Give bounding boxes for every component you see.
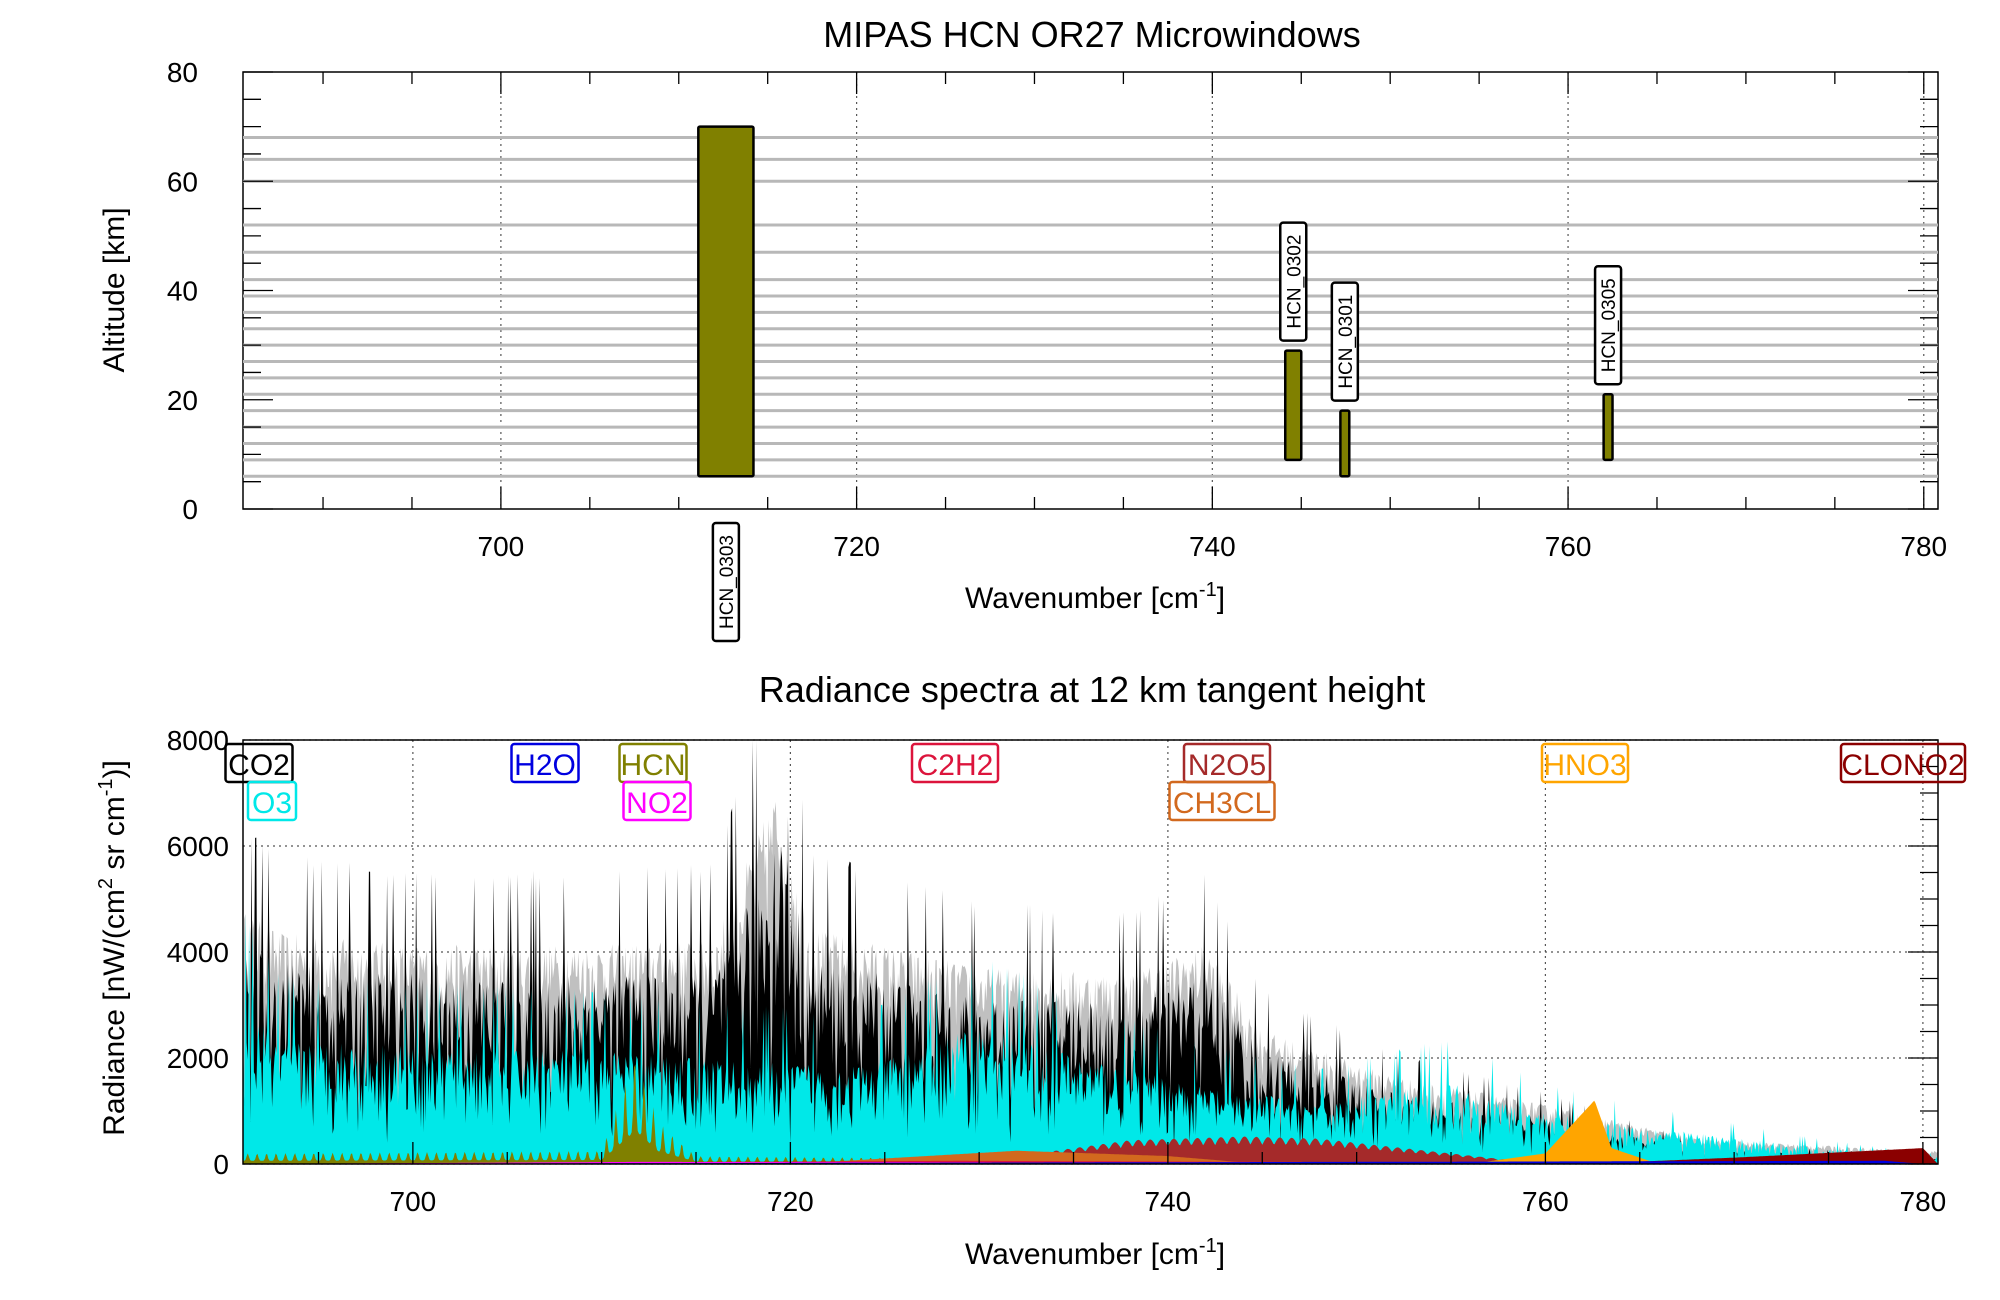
top-y-tick-label-60: 60 bbox=[167, 166, 198, 197]
legend-box-O3 bbox=[246, 780, 298, 822]
bottom-x-ticks: 700 720 740 760 780 bbox=[317, 1142, 1947, 1217]
top-y-tick-label-80: 80 bbox=[167, 57, 198, 88]
bottom-x-tick-label-700: 700 bbox=[390, 1186, 437, 1217]
legend-label-CH3CL: CH3CL bbox=[1173, 787, 1271, 820]
microwindow-label-text: HCN_0303 bbox=[717, 535, 738, 629]
bottom-y-tick-label-8000: 8000 bbox=[167, 725, 229, 756]
bottom-y-tick-label-6000: 6000 bbox=[167, 831, 229, 862]
top-gridlines bbox=[500, 72, 1925, 509]
microwindow-bar-HCN_0303 bbox=[697, 125, 755, 478]
altitude-levels bbox=[243, 136, 1938, 478]
microwindow-label-HCN_0305: HCN_0305 bbox=[1593, 265, 1623, 386]
legend-item-N2O5: N2O5 bbox=[1182, 742, 1272, 784]
microwindow-bar-HCN_0301 bbox=[1339, 409, 1351, 478]
top-x-tick-label-780: 780 bbox=[1900, 531, 1947, 562]
legend-label-CO2: CO2 bbox=[228, 749, 290, 782]
bottom-x-tick-label-720: 720 bbox=[767, 1186, 814, 1217]
series-area-CH3CL bbox=[243, 1150, 1938, 1164]
ylabel-part-3: sr cm bbox=[98, 796, 131, 878]
legend-label-O3: O3 bbox=[252, 787, 292, 820]
legend-box-C2H2 bbox=[910, 742, 1000, 784]
legend-item-H2O: H2O bbox=[510, 742, 580, 784]
legend-box-HNO3 bbox=[1540, 742, 1630, 784]
legend-item-CLONO2: CLONO2 bbox=[1839, 742, 1967, 784]
legend-box-CH3CL bbox=[1168, 780, 1276, 822]
radiance-series bbox=[243, 740, 1938, 1164]
top-xlabel-end: ] bbox=[1217, 582, 1225, 615]
top-y-axis-label: Altitude [km] bbox=[98, 207, 131, 372]
bottom-x-tick-label-740: 740 bbox=[1145, 1186, 1192, 1217]
ylabel-part-1: Radiance [nW/(cm bbox=[98, 889, 131, 1136]
series-area-N2O5 bbox=[243, 1136, 1938, 1164]
legend-label-HCN: HCN bbox=[621, 749, 686, 782]
legend-label-NO2: NO2 bbox=[626, 787, 688, 820]
top-y-tick-label-20: 20 bbox=[167, 385, 198, 416]
microwindow-label-HCN_0302: HCN_0302 bbox=[1279, 221, 1308, 342]
top-chart-title: MIPAS HCN OR27 Microwindows bbox=[823, 14, 1360, 55]
top-y-tick-label-40: 40 bbox=[167, 276, 198, 307]
legend-item-C2H2: C2H2 bbox=[910, 742, 1000, 784]
legend-label-C2H2: C2H2 bbox=[917, 749, 994, 782]
top-x-tick-label-720: 720 bbox=[833, 531, 880, 562]
legend-item-CO2: CO2 bbox=[224, 742, 294, 784]
ylabel-part-4: -1 bbox=[95, 779, 117, 797]
bottom-xlabel-text: Wavenumber [cm bbox=[965, 1238, 1199, 1271]
top-x-axis-label: Wavenumber [cm-1] bbox=[965, 579, 1225, 615]
microwindow-bar-HCN_0305 bbox=[1602, 393, 1614, 462]
legend-item-CH3CL: CH3CL bbox=[1168, 780, 1276, 822]
legend-box-NO2 bbox=[622, 780, 692, 822]
legend-label-HNO3: HNO3 bbox=[1543, 749, 1626, 782]
legend-box-CLONO2 bbox=[1839, 742, 1967, 784]
bottom-y-axis-label: Radiance [nW/(cm2 sr cm-1)] bbox=[95, 760, 131, 1136]
microwindow-label-HCN_0303: HCN_0303 bbox=[711, 521, 741, 643]
species-legend: CO2 O3 H2O HCN NO2 C2H2 N2O5 CH3CL HNO3 CLONO2 bbox=[224, 742, 1967, 822]
bottom-y-tick-label-2000: 2000 bbox=[167, 1043, 229, 1074]
microwindow-label-box bbox=[1279, 221, 1308, 342]
series-area-H2O bbox=[243, 1160, 1938, 1164]
bottom-y-tick-label-4000: 4000 bbox=[167, 937, 229, 968]
top-x-ticks: 700 720 740 760 780 bbox=[322, 72, 1947, 562]
microwindow-label-text: HCN_0305 bbox=[1599, 278, 1620, 372]
legend-box-H2O bbox=[510, 742, 580, 784]
microwindow-label-box bbox=[711, 521, 741, 643]
legend-item-NO2: NO2 bbox=[622, 780, 692, 822]
top-x-tick-label-760: 760 bbox=[1545, 531, 1592, 562]
series-area-O3 bbox=[243, 914, 1938, 1164]
bottom-y-tick-label-0: 0 bbox=[213, 1149, 229, 1180]
top-y-ticks: 0 20 40 60 80 bbox=[167, 57, 1938, 525]
legend-item-HCN: HCN bbox=[618, 742, 688, 784]
microwindow-bar-HCN_0302 bbox=[1284, 349, 1303, 462]
legend-label-CLONO2: CLONO2 bbox=[1841, 749, 1964, 782]
microwindow-labels: HCN_0303 HCN_0302 HCN_0301 HCN_0305 bbox=[711, 221, 1623, 643]
legend-label-H2O: H2O bbox=[514, 749, 576, 782]
microwindow-label-HCN_0301: HCN_0301 bbox=[1330, 281, 1360, 402]
ylabel-part-2: 2 bbox=[95, 878, 117, 889]
top-xlabel-text: Wavenumber [cm bbox=[965, 582, 1199, 615]
microwindow-label-text: HCN_0302 bbox=[1284, 235, 1305, 329]
legend-label-N2O5: N2O5 bbox=[1188, 749, 1266, 782]
bottom-x-tick-label-780: 780 bbox=[1900, 1186, 1947, 1217]
microwindow-label-box bbox=[1593, 265, 1623, 386]
bottom-xlabel-end: ] bbox=[1217, 1238, 1225, 1271]
top-y-tick-label-0: 0 bbox=[182, 494, 198, 525]
legend-item-O3: O3 bbox=[246, 780, 298, 822]
microwindow-bars bbox=[697, 125, 1614, 478]
top-xlabel-sup: -1 bbox=[1199, 579, 1217, 601]
ylabel-part-5: )] bbox=[98, 760, 131, 778]
bottom-x-axis-label: Wavenumber [cm-1] bbox=[965, 1235, 1225, 1271]
legend-item-HNO3: HNO3 bbox=[1540, 742, 1630, 784]
microwindow-label-box bbox=[1330, 281, 1360, 402]
bottom-chart-title: Radiance spectra at 12 km tangent height bbox=[759, 669, 1425, 710]
series-area-HNO3 bbox=[243, 1100, 1938, 1164]
bottom-x-tick-label-760: 760 bbox=[1522, 1186, 1569, 1217]
bottom-xlabel-sup: -1 bbox=[1199, 1235, 1217, 1257]
top-x-tick-label-700: 700 bbox=[478, 531, 525, 562]
microwindow-label-text: HCN_0301 bbox=[1336, 295, 1357, 389]
bottom-y-ticks: 0 2000 4000 6000 8000 bbox=[167, 725, 1938, 1180]
top-x-tick-label-740: 740 bbox=[1189, 531, 1236, 562]
